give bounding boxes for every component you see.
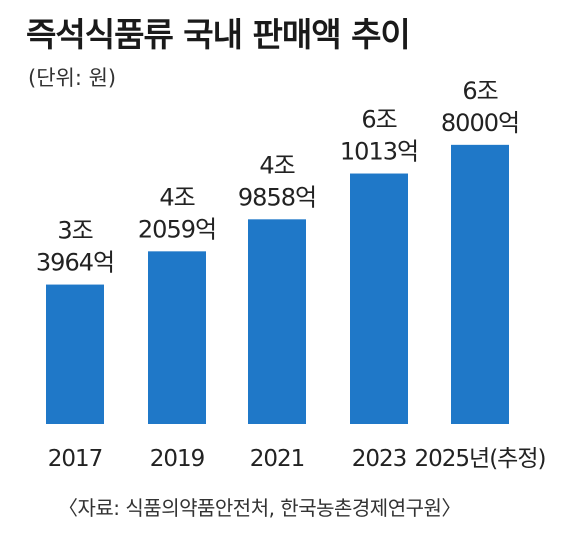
x-tick-label-4: 2025년(추정) bbox=[415, 446, 546, 472]
chart-title: 즉석식품류 국내 판매액 추이 bbox=[26, 15, 411, 54]
value-label-2017-line1: 3조 bbox=[57, 217, 92, 245]
bar-2017 bbox=[46, 284, 104, 424]
bar-2019 bbox=[148, 251, 206, 424]
x-tick-label-3: 2023 bbox=[352, 446, 407, 472]
bar-2023 bbox=[350, 173, 408, 424]
value-label-2025년(추정)-line2: 8000억 bbox=[441, 109, 519, 137]
value-label-2019-line2: 2059억 bbox=[138, 215, 216, 243]
source-note: 〈자료: 식품의약품안전처, 한국농촌경제연구원〉 bbox=[58, 496, 461, 520]
value-label-2017-line2: 3964억 bbox=[36, 249, 114, 277]
value-label-2021-line1: 4조 bbox=[259, 151, 294, 179]
x-tick-label-1: 2019 bbox=[150, 446, 205, 472]
bar-2021 bbox=[248, 219, 306, 424]
value-label-2021-line2: 9858억 bbox=[238, 183, 316, 211]
unit-label: (단위: 원) bbox=[28, 66, 117, 90]
x-tick-label-0: 2017 bbox=[48, 446, 103, 472]
x-tick-label-2: 2021 bbox=[250, 446, 305, 472]
value-label-2023-line2: 1013억 bbox=[340, 138, 418, 166]
value-label-2023-line1: 6조 bbox=[361, 106, 396, 134]
value-label-2025년(추정)-line1: 6조 bbox=[462, 77, 497, 105]
bar-2025년(추정) bbox=[451, 144, 509, 424]
value-label-2019-line1: 4조 bbox=[159, 183, 194, 211]
